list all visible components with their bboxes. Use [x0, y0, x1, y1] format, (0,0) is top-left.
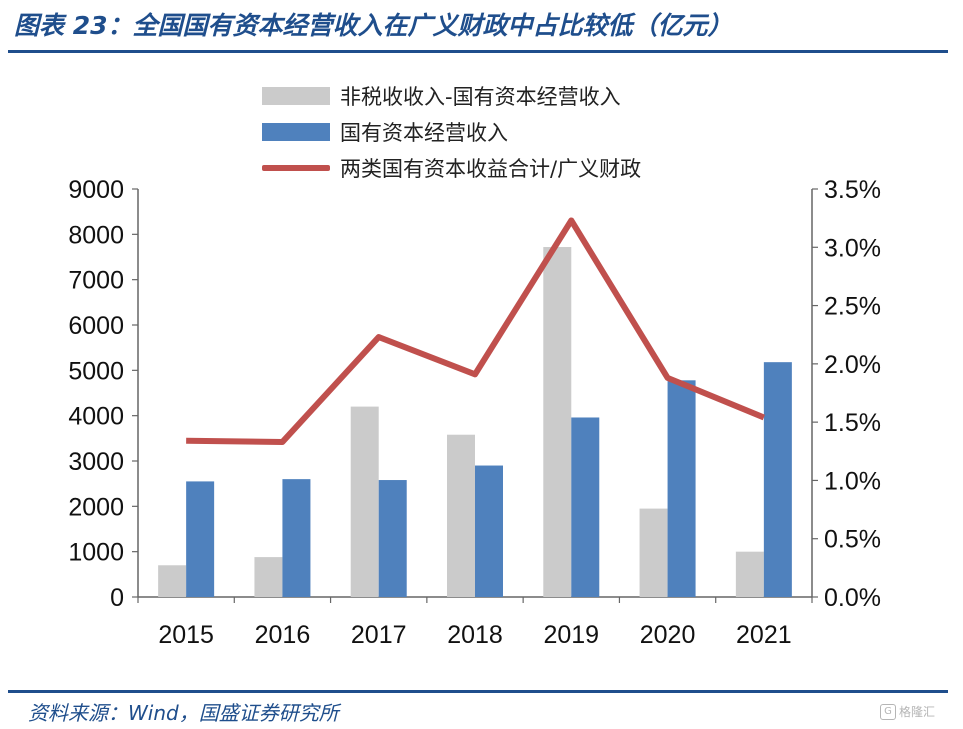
source-note: 资料来源：Wind，国盛证券研究所 — [28, 701, 339, 725]
y-right-tick-label: 3.0% — [824, 234, 881, 262]
y-left-tick-label: 5000 — [68, 357, 124, 385]
legend-label-soe: 国有资本经营收入 — [340, 121, 508, 145]
bar-soe — [378, 480, 407, 597]
y-left-tick-label: 8000 — [68, 221, 124, 249]
y-right-tick-label: 2.5% — [824, 293, 881, 321]
watermark-logo-icon: G — [880, 703, 896, 720]
y-right-tick-label: 2.0% — [824, 351, 881, 379]
x-tick-label: 2015 — [158, 621, 214, 649]
bar-soe — [186, 481, 215, 597]
bar-nontax — [735, 551, 764, 597]
bar-soe — [667, 380, 696, 597]
bar-soe — [475, 465, 503, 597]
legend-item-ratio: 两类国有资本收益合计/广义财政 — [262, 150, 641, 186]
y-right-tick-label: 1.0% — [824, 467, 881, 495]
y-left-tick-label: 4000 — [68, 403, 124, 431]
watermark: G 格隆汇 — [880, 703, 935, 720]
bar-nontax — [350, 406, 379, 597]
y-left-tick-label: 1000 — [68, 539, 124, 567]
legend-label-ratio: 两类国有资本收益合计/广义财政 — [340, 157, 642, 181]
legend-swatch-nontax — [262, 87, 330, 105]
bar-soe — [571, 417, 600, 597]
watermark-text: 格隆汇 — [899, 705, 936, 719]
bar-nontax — [639, 508, 668, 597]
y-left-tick-label: 2000 — [68, 493, 124, 521]
x-tick-label: 2018 — [447, 621, 503, 649]
bar-nontax — [254, 557, 283, 597]
title-divider — [8, 50, 948, 53]
y-right-tick-label: 1.5% — [824, 409, 881, 437]
x-tick-label: 2016 — [255, 621, 311, 649]
legend-swatch-soe — [262, 123, 330, 141]
legend-item-nontax: 非税收收入-国有资本经营收入 — [262, 78, 641, 114]
source-divider — [8, 690, 948, 693]
y-right-tick-label: 0.0% — [824, 584, 881, 612]
legend-label-nontax: 非税收收入-国有资本经营收入 — [340, 85, 621, 109]
y-left-tick-label: 7000 — [68, 267, 124, 295]
bar-nontax — [447, 434, 475, 597]
y-left-tick-label: 3000 — [68, 448, 124, 476]
y-right-tick-label: 3.5% — [824, 176, 881, 204]
y-left-tick-label: 6000 — [68, 312, 124, 340]
y-left-tick-label: 0 — [110, 584, 124, 612]
bar-soe — [763, 362, 792, 597]
y-right-tick-label: 0.5% — [824, 526, 881, 554]
bar-nontax — [543, 247, 572, 597]
x-tick-label: 2020 — [640, 621, 696, 649]
bar-soe — [282, 479, 311, 597]
x-tick-label: 2021 — [736, 621, 792, 649]
legend-swatch-ratio — [262, 165, 330, 171]
bar-nontax — [158, 565, 187, 597]
x-tick-label: 2019 — [543, 621, 599, 649]
legend-item-soe: 国有资本经营收入 — [262, 114, 641, 150]
y-left-tick-label: 9000 — [68, 176, 124, 204]
page-title: 图表 23：全国国有资本经营收入在广义财政中占比较低（亿元） — [14, 11, 733, 40]
x-tick-label: 2017 — [351, 621, 407, 649]
chart-legend: 非税收收入-国有资本经营收入 国有资本经营收入 两类国有资本收益合计/广义财政 — [262, 78, 641, 186]
